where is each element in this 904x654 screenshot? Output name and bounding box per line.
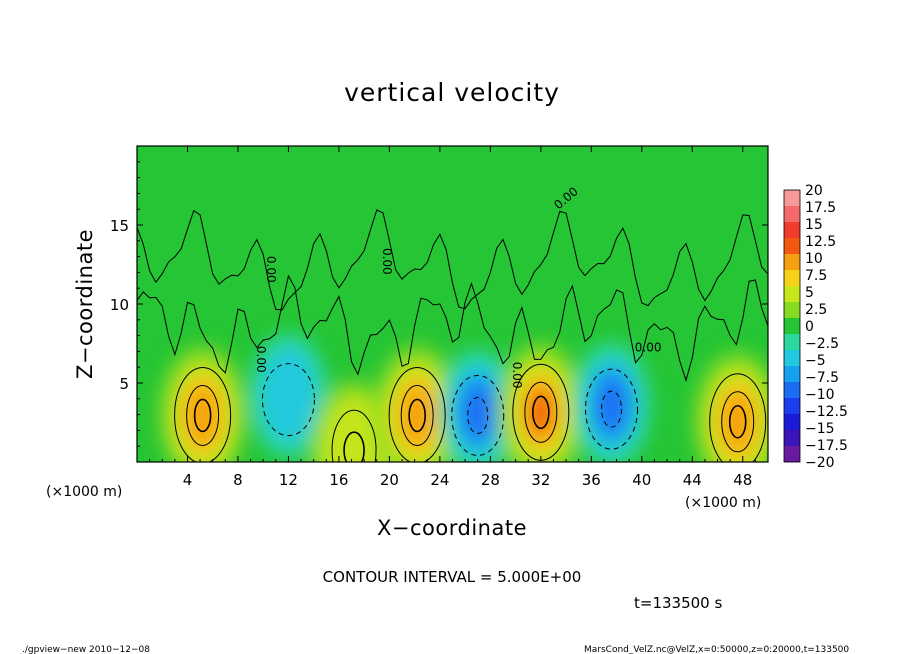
colorbar: 2017.51512.5107.552.50−2.5−5−7.5−10−12.5…	[783, 183, 848, 471]
colorbar-label-9: −2.5	[805, 336, 839, 352]
colorbar-swatch-14	[784, 414, 800, 431]
x-axis-label: X−coordinate	[377, 516, 527, 540]
colorbar-swatch-0	[784, 190, 800, 207]
contour-5-1	[524, 381, 558, 443]
contour-label-5: 0.00	[635, 340, 662, 354]
x-tick-label-8: 36	[582, 471, 601, 489]
colorbar-swatch-1	[784, 206, 800, 223]
colorbar-swatch-4	[784, 254, 800, 271]
velocity-field	[158, 332, 768, 462]
x-tick-label-3: 16	[329, 471, 348, 489]
footer-left: ./gpview−new 2010−12−08	[22, 645, 150, 654]
x-axis-ticks: 4 8 12 16 20 24 28 32 36 40 44 48	[149, 146, 756, 489]
contour-7-0	[709, 373, 767, 462]
contour-zero-band-upper	[137, 209, 768, 311]
y-tick-label-1: 10	[110, 296, 129, 314]
colorbar-swatch-7	[784, 302, 800, 319]
field-blobs	[158, 332, 768, 462]
field-blob-3-3	[400, 383, 435, 448]
time-note: t=133500 s	[634, 594, 722, 612]
colorbar-swatch-12	[784, 382, 800, 399]
colorbar-swatch-2	[784, 222, 800, 239]
contour-1-0	[261, 363, 315, 437]
x-tick-label-11: 48	[733, 471, 752, 489]
colorbar-label-8: 0	[805, 319, 814, 335]
colorbar-frame	[783, 189, 801, 463]
colorbar-label-16: −20	[805, 455, 835, 471]
field-blob-1-1	[259, 347, 318, 445]
colorbar-swatch-16	[784, 446, 800, 463]
colorbar-label-14: −15	[805, 421, 835, 437]
contour-2-1	[343, 431, 365, 462]
contour-0-0	[174, 366, 232, 462]
colorbar-swatch-11	[784, 366, 800, 383]
colorbar-swatch-13	[784, 398, 800, 415]
contour-5-2	[532, 395, 550, 430]
y-axis-label: Z−coordinate	[73, 229, 97, 379]
colorbar-swatch-15	[784, 430, 800, 447]
contour-3-1	[400, 384, 434, 446]
contour-0-1	[186, 384, 220, 446]
colorbar-label-15: −17.5	[805, 438, 848, 454]
footer-right: MarsCond_VelZ.nc@VelZ,x=0:50000,z=0:2000…	[584, 645, 849, 654]
contour-label-2: 0.00	[380, 248, 394, 275]
colorbar-swatch-8	[784, 318, 800, 335]
colorbar-label-10: −5	[805, 353, 826, 369]
x-tick-label-6: 28	[481, 471, 500, 489]
field-blob-4-3	[462, 382, 494, 441]
x-tick-label-10: 44	[683, 471, 702, 489]
contour-label-1: 0.00	[264, 256, 278, 283]
field-blob-6-3	[596, 376, 627, 434]
colorbar-label-1: 17.5	[805, 200, 836, 216]
x-tick-label-7: 32	[531, 471, 550, 489]
contour-6-0	[585, 368, 639, 450]
plot-area: 0.000.00 0.000.000.000.00 4 8 12 16 20 24 28 32 3…	[110, 145, 769, 489]
colorbar-label-3: 12.5	[805, 234, 836, 250]
contour-4-0	[451, 374, 505, 456]
y-tick-label-2: 15	[110, 217, 129, 235]
x-unit-left: (×1000 m)	[46, 484, 122, 500]
chart-title: vertical velocity	[344, 78, 560, 107]
contour-7-2	[728, 404, 747, 439]
contour-label-3: 0.00	[510, 362, 524, 389]
colorbar-swatch-9	[784, 334, 800, 351]
colorbar-swatch-3	[784, 238, 800, 255]
x-unit-right: (×1000 m)	[685, 495, 761, 511]
contour-label-0: 0.00	[254, 346, 268, 373]
field-blob-7-3	[720, 389, 755, 454]
x-tick-label-0: 4	[183, 471, 193, 489]
x-tick-label-1: 8	[233, 471, 243, 489]
colorbar-swatch-10	[784, 350, 800, 367]
contour-7-1	[721, 391, 755, 453]
colorbar-label-12: −10	[805, 387, 835, 403]
field-blob-2-1	[322, 396, 387, 462]
contour-3-0	[388, 366, 446, 462]
colorbar-label-6: 5	[805, 285, 814, 301]
colorbar-label-0: 20	[805, 183, 823, 199]
colorbar-label-11: −7.5	[805, 370, 839, 386]
colorbar-label-4: 10	[805, 251, 823, 267]
colorbar-label-13: −12.5	[805, 404, 848, 420]
colorbar-swatch-5	[784, 270, 800, 287]
contour-0-2	[193, 398, 212, 433]
contour-6-1	[601, 390, 623, 428]
x-tick-label-4: 20	[380, 471, 399, 489]
colorbar-swatch-6	[784, 286, 800, 303]
colorbar-label-7: 2.5	[805, 302, 827, 318]
x-tick-label-9: 40	[632, 471, 651, 489]
contour-interval-note: CONTOUR INTERVAL = 5.000E+00	[323, 568, 582, 586]
y-axis-ticks: 5 10 15	[110, 161, 768, 447]
contour-2-0	[331, 409, 377, 462]
contour-4-1	[467, 396, 489, 434]
y-tick-label-0: 5	[119, 375, 129, 393]
contour-3-2	[408, 398, 426, 433]
x-tick-label-5: 24	[430, 471, 449, 489]
x-tick-label-2: 12	[279, 471, 298, 489]
field-blob-0-3	[185, 383, 220, 448]
contour-zero-band-lower	[137, 274, 768, 383]
colorbar-label-5: 7.5	[805, 268, 827, 284]
colorbar-label-2: 15	[805, 217, 823, 233]
